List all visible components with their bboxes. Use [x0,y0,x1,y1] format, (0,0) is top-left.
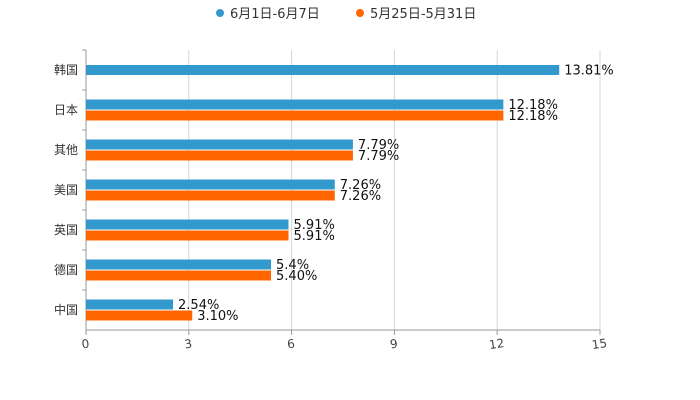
bar-series-1[interactable] [86,259,272,270]
category-label: 韩国 [54,62,78,77]
data-label: 13.81% [564,64,614,79]
axes: 0 3 6 9 12 15 [81,49,608,352]
data-label: 5.4% [276,258,309,273]
data-label: 2.54% [178,298,219,313]
bar-series-1[interactable] [86,99,504,110]
data-label: 7.79% [358,149,399,164]
x-tick-label: 0 [81,337,91,352]
bar-series-2[interactable] [86,190,335,201]
category-label: 中国 [54,302,78,317]
data-label: 5.40% [276,269,317,284]
labels: 韩国 13.81% 日本 12.18%12.18% 其他 7.79%7.79% 美国 7.26… [54,62,614,324]
data-label: 3.10% [197,309,238,324]
data-label: 7.79% [358,138,399,153]
data-label: 7.26% [340,189,381,204]
bar-series-1[interactable] [86,219,289,230]
x-tick-label: 15 [591,336,608,352]
bar-series-2[interactable] [86,110,504,121]
legend-marker-series-2 [356,9,364,17]
category-label: 其他 [54,143,78,157]
category-label: 英国 [54,223,78,237]
bar-series-1[interactable] [86,65,560,75]
bars [86,65,560,321]
x-tick-label: 12 [488,336,505,352]
data-label: 5.91% [294,218,335,233]
category-label: 日本 [54,103,78,117]
legend: 6月1日-6月7日 5月25日-5月31日 [216,7,476,22]
bar-series-2[interactable] [86,150,353,161]
legend-label-series-1[interactable]: 6月1日-6月7日 [230,7,320,22]
category-label: 德国 [54,262,78,277]
legend-marker-series-1 [216,9,224,17]
bar-series-2[interactable] [86,270,272,281]
bar-series-1[interactable] [86,299,174,310]
x-tick-label: 3 [183,337,193,352]
bar-series-1[interactable] [86,179,335,190]
bar-series-2[interactable] [86,230,289,241]
x-tick-label: 9 [389,337,399,352]
category-label: 美国 [54,183,78,197]
x-tick-label: 6 [286,337,296,352]
data-label: 12.18% [508,98,558,113]
data-label: 7.26% [340,178,381,193]
bar-series-1[interactable] [86,139,353,150]
data-label: 5.91% [294,229,335,244]
legend-label-series-2[interactable]: 5月25日-5月31日 [370,7,476,22]
bar-series-2[interactable] [86,310,193,321]
data-label: 12.18% [508,109,558,124]
